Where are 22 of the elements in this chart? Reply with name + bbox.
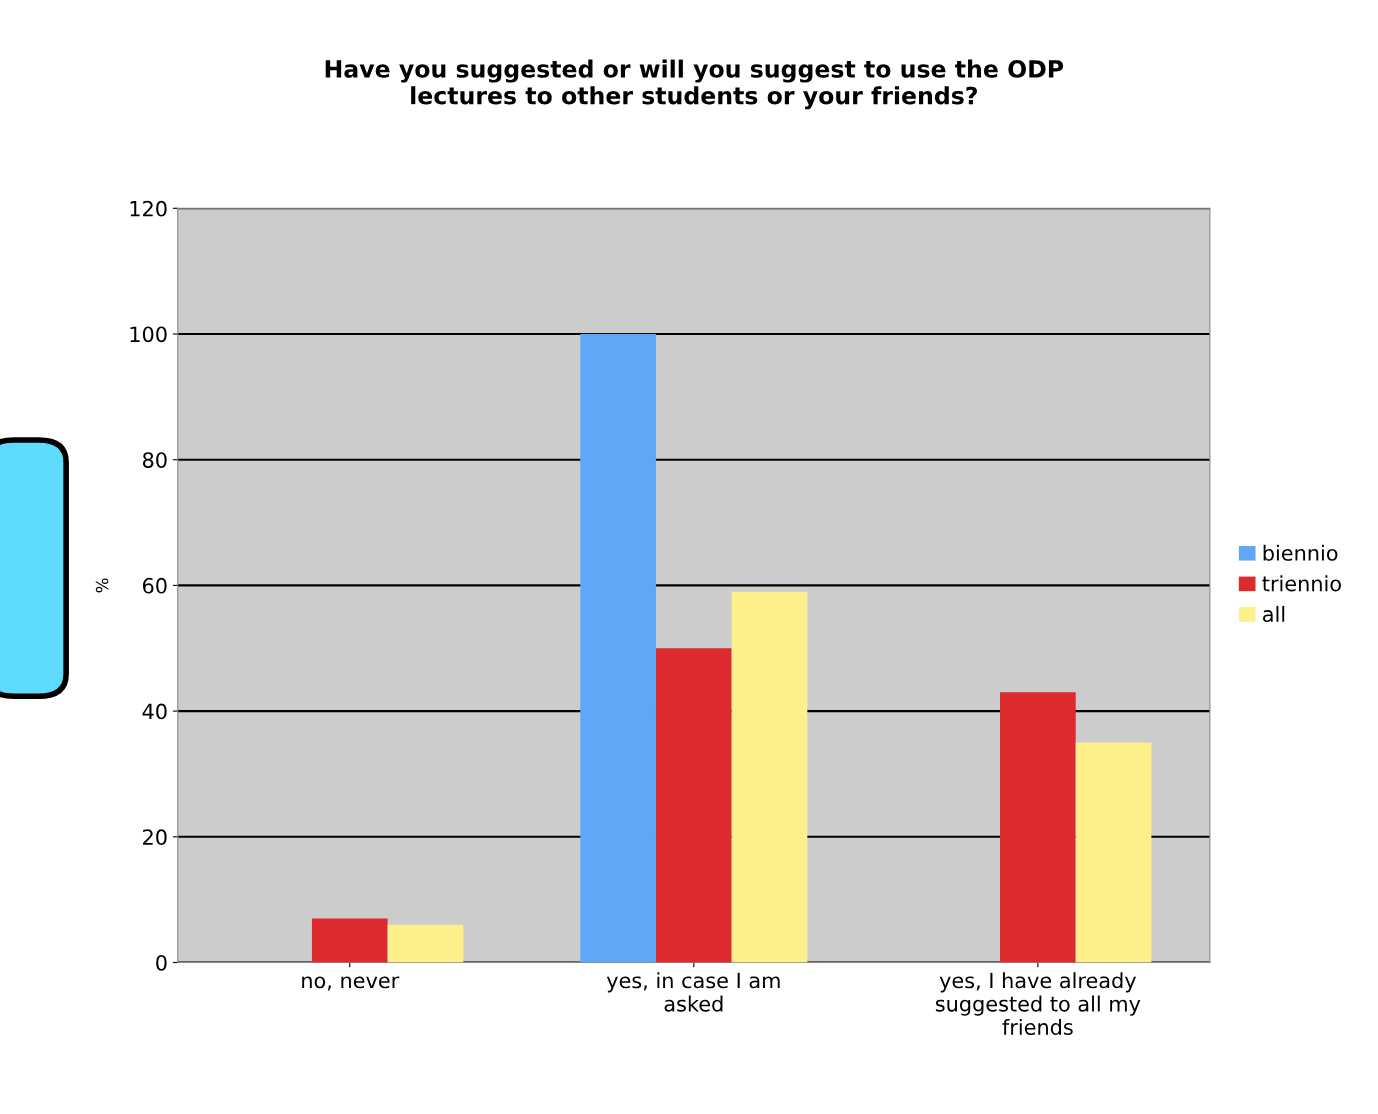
y-tick-label: 60 xyxy=(142,577,167,594)
y-tick-label: 80 xyxy=(142,452,167,468)
legend-label: triennio xyxy=(1262,575,1341,592)
legend-label: biennio xyxy=(1263,544,1338,561)
x-tick-label: no, never xyxy=(302,976,400,991)
x-tick-label: yes, I have already suggested to all my friends xyxy=(935,972,1141,1035)
y-tick-label: 40 xyxy=(142,703,167,720)
legend-label: all xyxy=(1263,605,1285,623)
bar xyxy=(1075,742,1152,963)
bar xyxy=(731,591,808,963)
y-tick-label: 0 xyxy=(156,954,167,971)
bar xyxy=(580,334,656,963)
y-tick-label: 20 xyxy=(143,829,167,846)
y-tick-label: 100 xyxy=(130,326,167,343)
bar xyxy=(655,648,732,963)
bar xyxy=(387,924,464,963)
y-axis-title: % xyxy=(95,578,109,593)
y-tick-label: 120 xyxy=(130,200,167,217)
x-tick-label: yes, in case I am asked xyxy=(606,972,780,1012)
bar xyxy=(1000,692,1076,963)
chart-title: Have you suggested or will you suggest to use the ODP lectures to other students or your friends? xyxy=(325,59,1064,110)
bar xyxy=(311,918,388,963)
